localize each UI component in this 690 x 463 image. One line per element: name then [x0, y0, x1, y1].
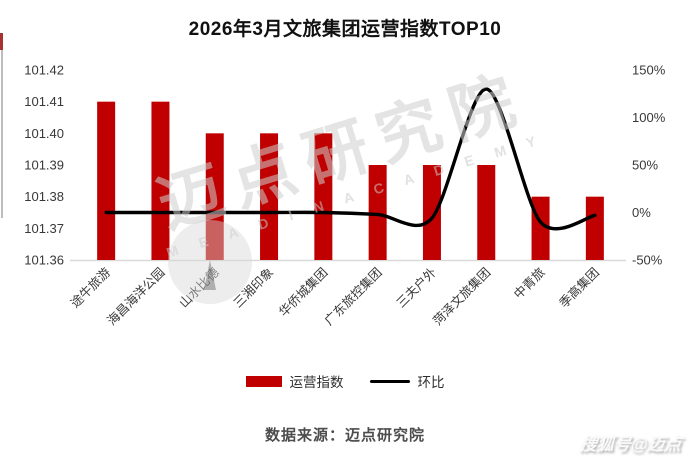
legend-item-mom-change: 环比 — [369, 371, 445, 391]
x-axis-label: 山水比德 — [176, 264, 222, 310]
bar-operating-index — [314, 133, 333, 260]
y-axis-tick-left: 101.42 — [24, 63, 64, 78]
x-axis-label: 中青旅 — [511, 265, 548, 302]
bar-operating-index — [585, 196, 604, 260]
bar-operating-index — [260, 133, 279, 260]
y-axis-tick-left: 101.40 — [24, 126, 64, 141]
bar-operating-index — [422, 165, 441, 260]
y-axis-tick-left: 101.38 — [24, 189, 64, 204]
y-axis-tick-right: 100% — [632, 110, 666, 125]
bar-operating-index — [151, 101, 170, 261]
bar-operating-index — [97, 101, 116, 261]
y-axis-tick-right: 0% — [632, 205, 651, 220]
x-axis-label: 华侨城集团 — [276, 265, 331, 320]
bar-operating-index — [205, 133, 224, 260]
y-axis-tick-left: 101.39 — [24, 158, 64, 173]
y-axis-tick-left: 101.41 — [24, 94, 64, 109]
mom-change-trend-line — [104, 87, 597, 231]
line-series-swatch — [369, 379, 410, 383]
y-axis-tick-left: 101.36 — [24, 253, 64, 268]
x-axis-label: 三夫户外 — [393, 264, 439, 310]
chart-title: 2026年3月文旅集团运营指数TOP10 — [188, 19, 502, 40]
legend: 运营指数 环比 — [0, 371, 690, 391]
y-axis-tick-left: 101.37 — [24, 221, 64, 236]
bar-series-swatch — [245, 375, 282, 387]
y-axis-tick-right: -50% — [632, 253, 663, 268]
legend-label-mom-change: 环比 — [417, 375, 445, 390]
left-edge-artifact-line — [1, 50, 3, 218]
y-axis-tick-right: 150% — [632, 63, 666, 78]
y-axis-tick-right: 50% — [632, 158, 658, 173]
x-axis-label: 季高集团 — [556, 265, 602, 311]
sohu-account-watermark: 搜狐号@迈点 — [578, 435, 684, 454]
bar-operating-index — [368, 165, 387, 260]
x-axis-label: 菏泽文旅集团 — [430, 265, 494, 329]
legend-label-operating-index: 运营指数 — [289, 375, 344, 390]
x-axis-label: 广东旅控集团 — [321, 265, 385, 329]
x-axis-label: 海昌海洋公园 — [104, 265, 168, 329]
legend-item-operating-index: 运营指数 — [245, 371, 344, 391]
bar-operating-index — [477, 165, 496, 260]
data-source-note: 数据来源：迈点研究院 — [264, 427, 425, 444]
x-axis-label: 三湘印象 — [230, 265, 276, 311]
left-edge-artifact-red — [0, 33, 3, 50]
x-axis-label: 途牛旅游 — [67, 264, 113, 310]
